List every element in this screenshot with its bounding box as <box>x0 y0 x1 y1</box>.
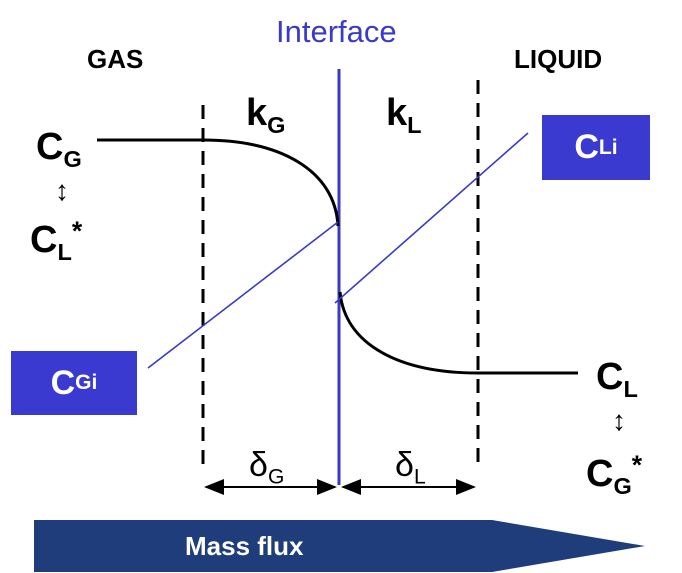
equivalence-arrow-left: ↕ <box>55 175 69 206</box>
cl-star-sup: * <box>71 216 83 246</box>
cg-star-sub: G <box>613 473 632 500</box>
gas-film-thickness-label: δG <box>249 446 284 489</box>
cl-main: C <box>596 356 624 398</box>
liquid-equilibrium-line <box>334 132 529 304</box>
equivalence-arrow-right: ↕ <box>612 405 626 436</box>
cg-star-sup: * <box>631 450 643 480</box>
cl-star-label: CL* <box>30 216 82 266</box>
mass-flux-arrow <box>34 520 645 572</box>
cli-box: C Li <box>542 115 650 180</box>
gas-equilibrium-line <box>147 221 339 369</box>
liquid-film-thickness-label: δL <box>395 446 426 489</box>
kl-sub: L <box>407 112 422 139</box>
delta-l-sub: L <box>413 465 426 489</box>
cl-star-sub: L <box>57 239 72 266</box>
liquid-concentration-curve <box>338 291 578 375</box>
gas-coefficient-kg: kG <box>246 92 285 139</box>
kg-main: k <box>246 92 268 134</box>
cg-label: CG <box>36 126 82 173</box>
cl-star-main: C <box>30 218 58 261</box>
cg-sub: G <box>63 146 82 173</box>
liquid-region-label: LIQUID <box>514 44 603 74</box>
cg-star-label: CG* <box>586 450 642 500</box>
cli-main: C <box>574 128 599 166</box>
gas-concentration-curve <box>97 138 340 227</box>
cgi-sub: Gi <box>75 371 98 394</box>
delta-l-main: δ <box>395 446 414 484</box>
kg-sub: G <box>267 112 286 139</box>
delta-g-main: δ <box>249 446 268 484</box>
cl-sub: L <box>623 376 638 403</box>
gas-region-label: GAS <box>87 44 144 74</box>
interface-title: Interface <box>276 14 397 49</box>
delta-g-sub: G <box>267 465 285 489</box>
liquid-coefficient-kl: kL <box>386 92 422 139</box>
cl-label: CL <box>596 356 638 403</box>
cgi-main: C <box>50 363 76 402</box>
kl-main: k <box>386 92 408 134</box>
cg-main: C <box>36 126 64 168</box>
cli-sub: Li <box>598 135 618 159</box>
cg-star-main: C <box>586 452 614 495</box>
cgi-box: C Gi <box>11 351 137 415</box>
mass-flux-label: Mass flux <box>185 531 304 561</box>
